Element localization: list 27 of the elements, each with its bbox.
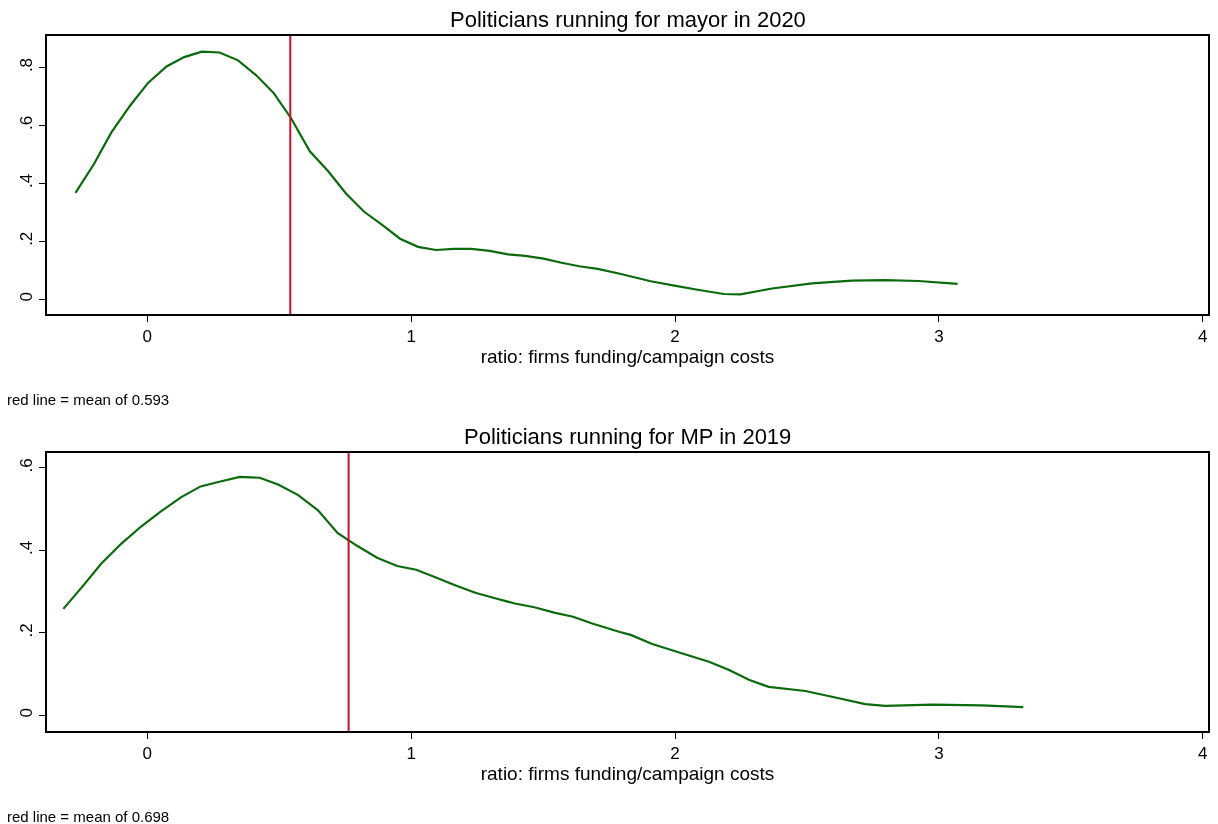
- x-tick-label: 3: [934, 744, 944, 764]
- y-tick-label: .4: [17, 540, 37, 555]
- y-tick-label: .2: [17, 231, 37, 246]
- y-tick-label: 0: [17, 708, 37, 718]
- y-tick-label: .4: [17, 173, 37, 188]
- chart-title: Politicians running for mayor in 2020: [450, 7, 806, 32]
- text: red line = mean of 0.698: [7, 808, 170, 824]
- y-tick-label: 0: [17, 291, 37, 302]
- x-tick-label: 4: [1197, 744, 1208, 764]
- line-series: [74, 50, 959, 296]
- x-tick-label: 2: [670, 744, 680, 764]
- x-tick-label: 2: [670, 327, 680, 347]
- x-tick-label: 0: [142, 327, 152, 347]
- y-tick-label: .2: [17, 623, 37, 638]
- x-tick-label: 4: [1197, 327, 1208, 347]
- chart-title: Politicians running for MP in 2019: [464, 424, 792, 449]
- line-series: [62, 475, 1025, 709]
- y-tick-label: .6: [17, 115, 37, 131]
- x-axis-title: ratio: firms funding/campaign costs: [480, 763, 775, 785]
- x-tick-label: 1: [406, 327, 416, 347]
- x-tick-label: 1: [406, 744, 416, 764]
- x-tick-label: 0: [142, 744, 152, 764]
- x-axis-title: ratio: firms funding/campaign costs: [480, 346, 775, 368]
- y-tick-label: .8: [17, 57, 37, 73]
- y-tick-label: .6: [17, 458, 37, 473]
- x-tick-label: 3: [934, 327, 944, 347]
- text: red line = mean of 0.593: [7, 391, 170, 408]
